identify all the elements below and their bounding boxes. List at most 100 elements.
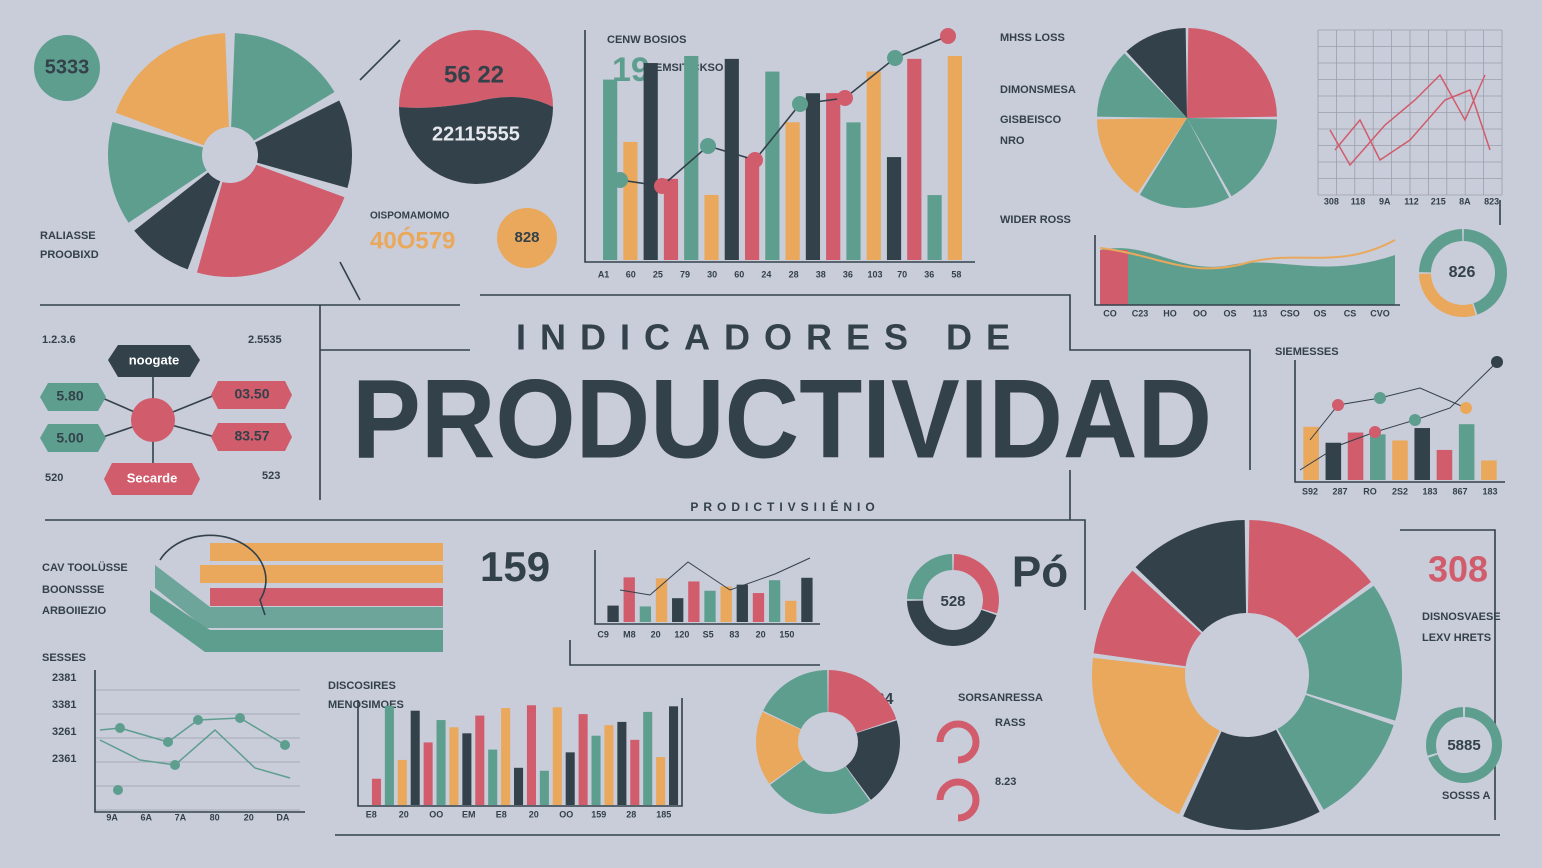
tick-label: 3381	[52, 699, 76, 711]
pie-segment	[763, 670, 828, 729]
t: WIDER ROSS	[1000, 214, 1071, 226]
label: 828	[514, 229, 539, 246]
point	[1491, 356, 1503, 368]
ln	[40, 200, 1501, 836]
bar	[501, 708, 511, 805]
bar	[578, 714, 588, 805]
bar	[785, 600, 797, 622]
bar	[639, 606, 652, 622]
pie-segment	[756, 711, 804, 784]
xt: PRODUCTIVIDAD	[352, 357, 1212, 482]
axis-label: 83	[729, 629, 739, 639]
bar	[1347, 432, 1364, 480]
point	[1369, 426, 1381, 438]
axis	[1294, 360, 1505, 483]
pie-segment	[1097, 53, 1187, 118]
label: 308	[1428, 549, 1488, 590]
ln	[339, 39, 401, 301]
bar	[724, 58, 739, 260]
bar	[1481, 460, 1497, 480]
bar	[436, 720, 446, 805]
axis-label: 185	[656, 809, 671, 819]
axis-label: 80	[210, 812, 220, 822]
bar	[947, 55, 962, 260]
axis-label: CO	[1103, 308, 1117, 318]
circle	[34, 35, 100, 101]
pie-segment	[1126, 28, 1187, 118]
axis-label: 20	[244, 812, 254, 822]
bar	[826, 93, 841, 260]
bar	[488, 749, 498, 805]
point	[115, 723, 125, 733]
axis-label: CVO	[1370, 308, 1390, 318]
pie-segment	[1097, 118, 1187, 194]
bar	[1325, 442, 1342, 480]
donut-segment	[1297, 585, 1402, 721]
axis-label: OO	[429, 809, 443, 819]
bar	[927, 195, 942, 260]
axis-label: A1	[598, 269, 610, 279]
stripe	[150, 590, 443, 652]
axis-label: 215	[1431, 196, 1446, 206]
label: OISPOMAMOMO	[370, 211, 450, 222]
point	[235, 713, 245, 723]
axis-label: 159	[591, 809, 606, 819]
bar	[1414, 428, 1430, 480]
bar	[704, 590, 716, 622]
axis-label: 30	[707, 269, 717, 279]
bar	[672, 598, 684, 622]
label: Pó	[1012, 548, 1068, 597]
label: 56 22	[444, 61, 504, 88]
bar	[744, 156, 760, 260]
axis-label: 24	[761, 269, 771, 279]
stripe	[210, 543, 443, 561]
point	[940, 28, 956, 44]
bar	[397, 759, 407, 805]
axis-label: 20	[756, 629, 766, 639]
donut-segment	[1426, 707, 1464, 756]
t: DISNOSVAESE	[1422, 611, 1501, 623]
pill	[104, 463, 200, 495]
axis-label: M8	[623, 629, 636, 639]
point	[654, 178, 670, 194]
pill	[211, 423, 292, 451]
t: DIMONSMESA	[1000, 84, 1076, 96]
pie-segment	[1139, 118, 1230, 209]
axis-label: 60	[734, 269, 744, 279]
bar	[752, 593, 765, 622]
axis-label: 7A	[175, 812, 187, 822]
bar	[801, 577, 813, 622]
axis-label: 113	[1253, 308, 1268, 318]
label: 40Ó579	[370, 226, 455, 254]
ring	[936, 720, 980, 764]
t: SORSANRESSA	[958, 692, 1043, 704]
label: 5885	[1447, 737, 1480, 754]
line	[1099, 239, 1396, 270]
label: 5.80	[56, 388, 83, 404]
donut-segment	[953, 554, 999, 614]
donut-segment	[1419, 229, 1463, 273]
donut-segment	[907, 600, 997, 646]
bar	[765, 71, 780, 261]
bar	[539, 770, 549, 805]
axis-label: 183	[1482, 486, 1497, 496]
point	[1374, 392, 1386, 404]
t: BOONSSSE	[42, 584, 104, 596]
bar	[688, 581, 700, 622]
bar	[604, 725, 614, 805]
bar	[643, 63, 658, 260]
node	[131, 398, 175, 442]
axis-label: 867	[1452, 486, 1467, 496]
bar	[384, 705, 394, 805]
axis-label: S5	[703, 629, 714, 639]
label: Secarde	[127, 470, 178, 485]
label: noogate	[129, 352, 180, 367]
t: SESSES	[42, 652, 86, 664]
bar	[1458, 424, 1475, 480]
ln	[159, 534, 267, 616]
point	[792, 96, 808, 112]
axis-label: 36	[924, 269, 934, 279]
bar	[1100, 250, 1128, 305]
axis-label: 28	[626, 809, 636, 819]
t: ARBOIIEZIO	[42, 605, 107, 617]
